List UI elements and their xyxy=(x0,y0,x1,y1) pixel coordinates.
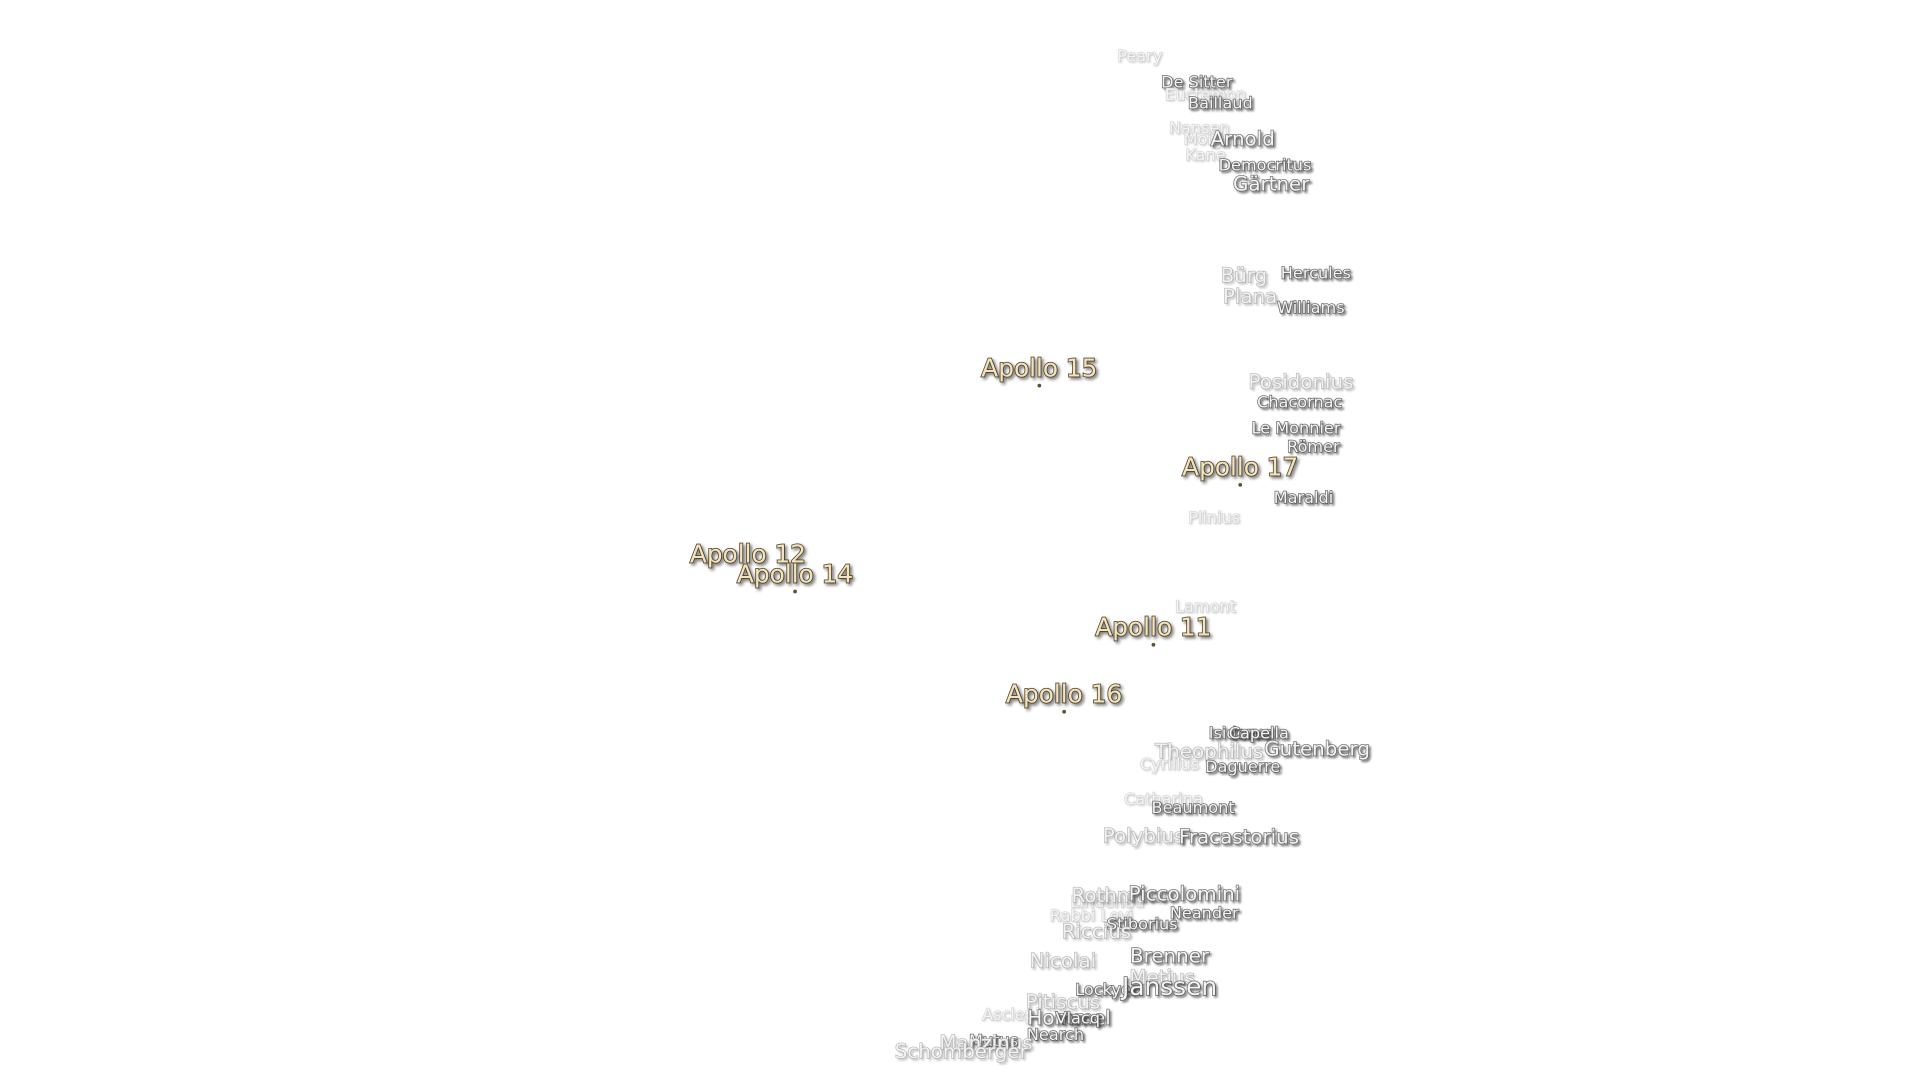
crater-label: Theophilus xyxy=(1154,740,1263,763)
crater-label: Stiborius xyxy=(1107,915,1178,934)
landing-site-label: Apollo 15 xyxy=(981,354,1097,383)
crater-label: Piccolomini xyxy=(1129,883,1241,906)
crater-label: Plinius xyxy=(1188,508,1240,527)
crater-label: Baillaud xyxy=(1188,94,1253,113)
crater-label: Nearch xyxy=(1027,1025,1084,1044)
crater-label: Fracastorius xyxy=(1179,826,1299,849)
landing-site-marker xyxy=(746,569,750,574)
crater-label: Nicolai xyxy=(1030,950,1097,973)
crater-label: Hercules xyxy=(1281,264,1351,283)
crater-label: Le Monnier xyxy=(1252,419,1341,438)
crater-label: Brenner xyxy=(1130,945,1210,968)
crater-label: Moigno xyxy=(1184,130,1243,149)
landing-site-label: Apollo 12 xyxy=(690,539,806,568)
landing-site-marker xyxy=(1062,709,1067,714)
crater-label: Euctemon xyxy=(1165,85,1246,104)
crater-label: De Sitter xyxy=(1161,73,1233,92)
crater-label: Manzinus xyxy=(939,1032,1032,1055)
crater-label: Arnold xyxy=(1211,128,1275,151)
crater-label: Beaumont xyxy=(1152,798,1235,817)
crater-label: Vlacq xyxy=(1056,1009,1100,1028)
landing-site-label: Apollo 11 xyxy=(1095,613,1211,642)
crater-label: Daguerre xyxy=(1205,757,1280,776)
crater-label: Williams xyxy=(1277,298,1344,317)
crater-label: Römer xyxy=(1287,437,1340,456)
crater-label: Plana xyxy=(1223,285,1277,308)
crater-label: Schomberger xyxy=(895,1040,1029,1063)
crater-label: Isidorus xyxy=(1209,724,1272,743)
crater-label: Gutenberg xyxy=(1264,738,1370,761)
crater-label: Bürg xyxy=(1221,264,1268,287)
landing-site-marker xyxy=(793,589,797,594)
landing-site-marker xyxy=(1037,383,1042,388)
crater-label: Janssen xyxy=(1120,972,1217,1001)
crater-label: Peary xyxy=(1117,47,1163,66)
crater-label: Rabbi Levi xyxy=(1050,906,1133,925)
crater-label: Posidonius xyxy=(1249,371,1354,394)
crater-label: Lamont xyxy=(1175,597,1236,616)
crater-label: Chacornac xyxy=(1257,392,1342,411)
crater-label: Kane xyxy=(1185,146,1225,165)
crater-label: Gärtner xyxy=(1233,172,1310,195)
crater-label: Rothmann xyxy=(1071,884,1173,907)
crater-label: Metius xyxy=(1129,966,1195,989)
crater-label: Riccius xyxy=(1062,920,1132,943)
crater-label: Catharina xyxy=(1124,789,1203,808)
crater-label: Democritus xyxy=(1219,156,1312,175)
crater-label: Asclepi xyxy=(982,1005,1039,1024)
landing-site-label: Apollo 16 xyxy=(1006,680,1122,709)
crater-label: Cyrillus xyxy=(1140,755,1199,774)
landing-site-marker xyxy=(1238,482,1243,487)
crater-label: Lindenau xyxy=(1071,892,1145,911)
crater-label: Nansen xyxy=(1169,118,1230,137)
landing-site-label: Apollo 17 xyxy=(1182,453,1298,482)
landing-site-label: Apollo 14 xyxy=(737,559,853,588)
crater-label: Capella xyxy=(1229,724,1289,743)
crater-label: Neander xyxy=(1170,903,1239,922)
crater-label: Pitiscus xyxy=(1026,991,1100,1014)
crater-label: Hommel xyxy=(1027,1007,1110,1030)
crater-label: Maraldi xyxy=(1274,488,1333,507)
crater-label: Lockyer xyxy=(1075,980,1138,999)
crater-label: Polybius xyxy=(1103,824,1185,847)
crater-label: Mutus xyxy=(969,1031,1018,1050)
landing-site-marker xyxy=(1151,642,1156,647)
